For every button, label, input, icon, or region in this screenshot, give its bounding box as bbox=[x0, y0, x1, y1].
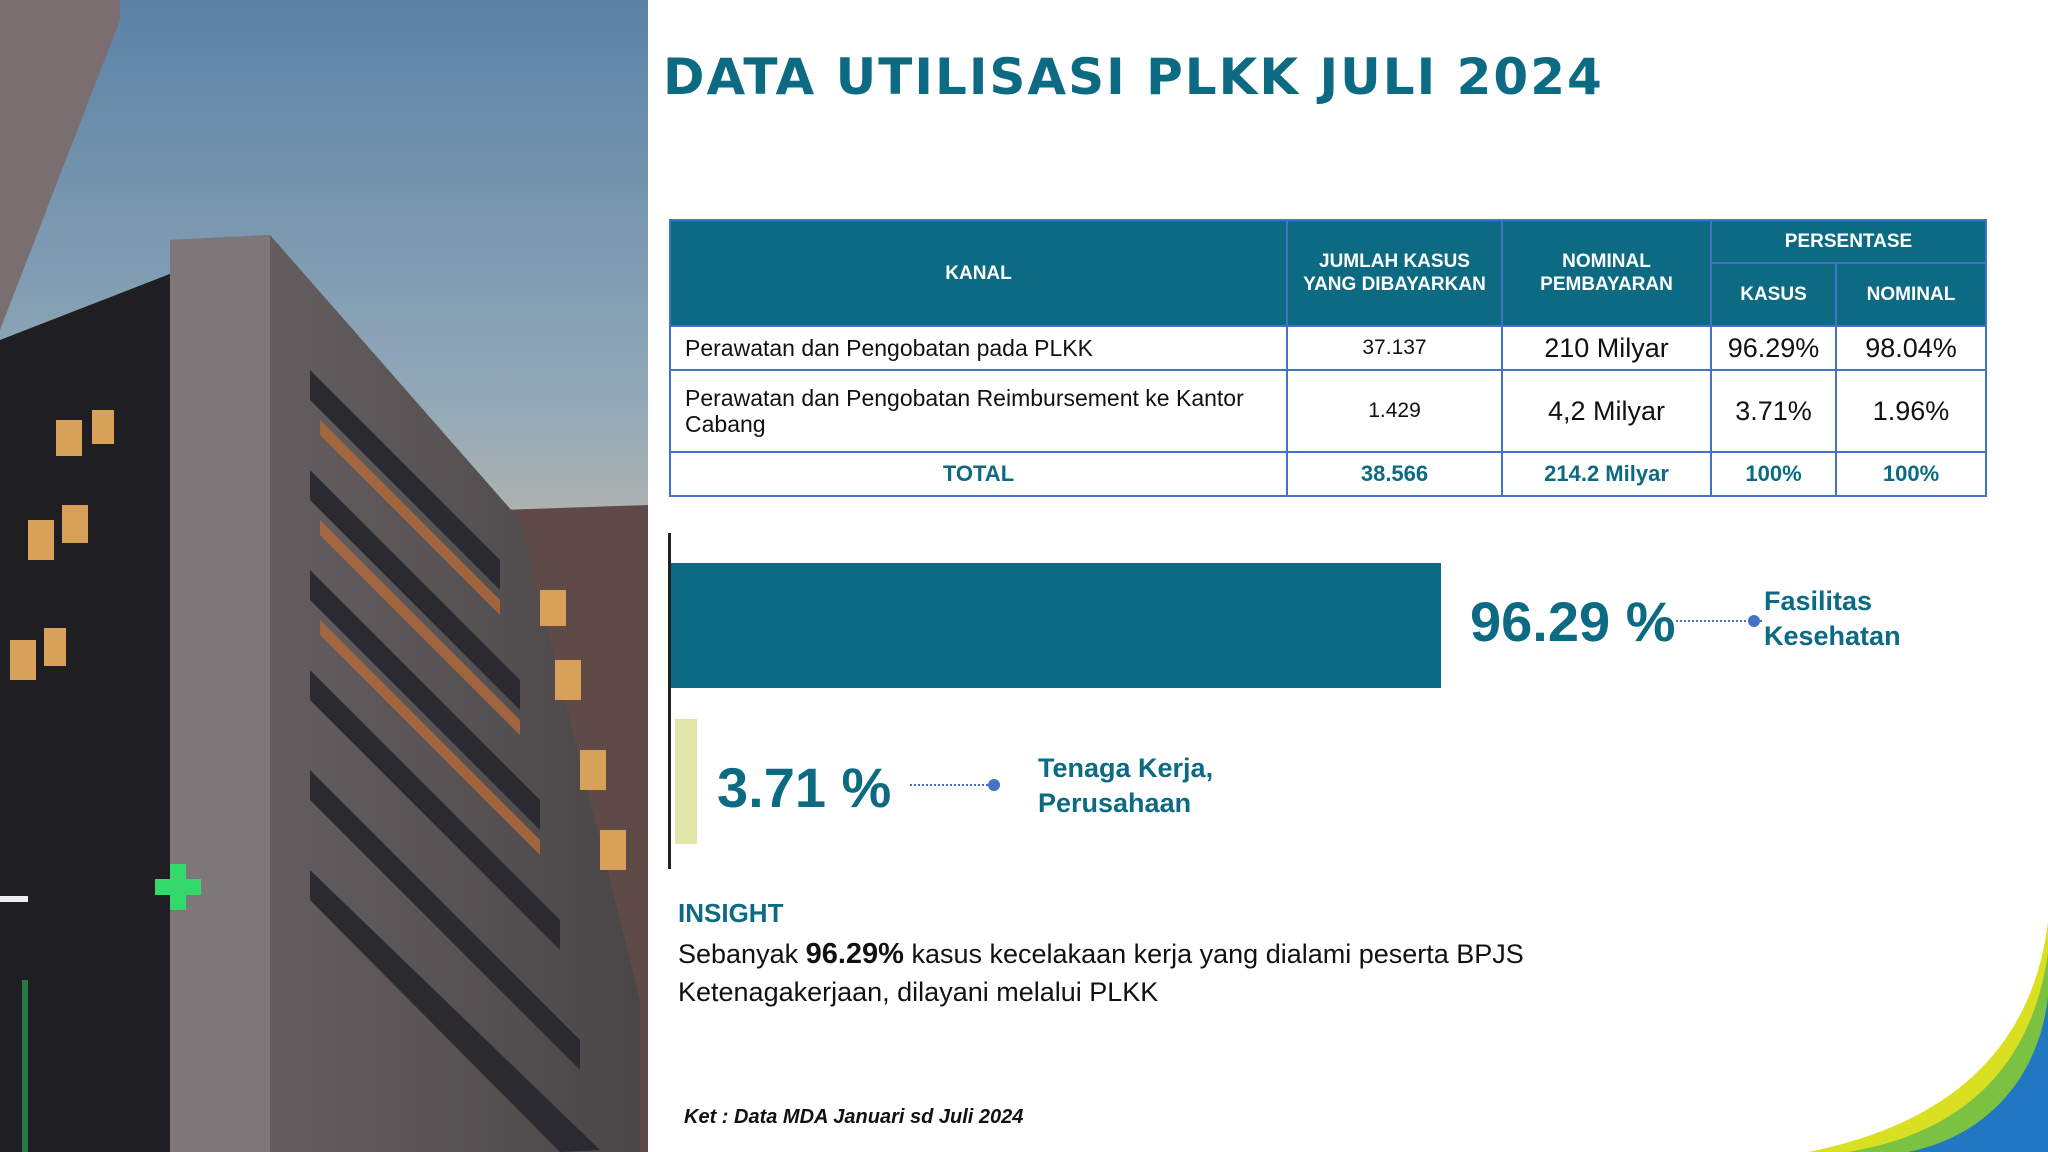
row-kasus-pct: 96.29% bbox=[1710, 325, 1837, 371]
header-kasus: KASUS bbox=[1710, 262, 1837, 327]
table-total-row: TOTAL 38.566 214.2 Milyar 100% 100% bbox=[669, 451, 1987, 497]
header-kanal: KANAL bbox=[669, 219, 1288, 327]
bar-tenaga-kerja-perusahaan bbox=[675, 719, 697, 844]
utilization-bar-chart: 96.29 % Fasilitas Kesehatan 3.71 % Tenag… bbox=[668, 533, 2048, 873]
category-label-line: Kesehatan bbox=[1764, 621, 1901, 651]
row-jumlah-kasus: 1.429 bbox=[1286, 369, 1503, 453]
category-label-tenaga-kerja-perusahaan: Tenaga Kerja, Perusahaan bbox=[1038, 751, 1258, 821]
value-label-fasilitas-kesehatan: 96.29 % bbox=[1470, 590, 1676, 653]
category-label-line: Perusahaan bbox=[1038, 788, 1192, 818]
total-label: TOTAL bbox=[669, 451, 1288, 497]
total-nominal: 214.2 Milyar bbox=[1501, 451, 1712, 497]
category-label-line: Tenaga Kerja, bbox=[1038, 753, 1214, 783]
row-kasus-pct: 3.71% bbox=[1710, 369, 1837, 453]
table-row: Perawatan dan Pengobatan pada PLKK 37.13… bbox=[669, 325, 1987, 371]
row-jumlah-kasus: 37.137 bbox=[1286, 325, 1503, 371]
row-nominal: 4,2 Milyar bbox=[1501, 369, 1712, 453]
connector-line bbox=[910, 784, 996, 786]
insight-line1-rest: kasus kecelakaan kerja yang dialami pese… bbox=[911, 939, 1524, 969]
category-label-line: Fasilitas bbox=[1764, 586, 1873, 616]
connector-dot bbox=[1748, 615, 1760, 627]
row-nominal: 210 Milyar bbox=[1501, 325, 1712, 371]
insight-heading: INSIGHT bbox=[678, 898, 784, 928]
corner-swoosh-decoration bbox=[1808, 922, 2048, 1152]
total-kasus-pct: 100% bbox=[1710, 451, 1837, 497]
row-kanal: Perawatan dan Pengobatan Reimbursement k… bbox=[669, 369, 1288, 453]
total-jumlah-kasus: 38.566 bbox=[1286, 451, 1503, 497]
row-nominal-pct: 98.04% bbox=[1835, 325, 1987, 371]
total-nominal-pct: 100% bbox=[1835, 451, 1987, 497]
header-nominal-pct: NOMINAL bbox=[1835, 262, 1987, 327]
insight-text: Sebanyak 96.29% kasus kecelakaan kerja y… bbox=[678, 935, 1578, 1011]
value-label-tenaga-kerja-perusahaan: 3.71 % bbox=[717, 756, 892, 819]
connector-line bbox=[1676, 620, 1762, 622]
header-nominal-pembayaran: NOMINAL PEMBAYARAN bbox=[1501, 219, 1712, 327]
header-jumlah-kasus: JUMLAH KASUS YANG DIBAYARKAN bbox=[1286, 219, 1503, 327]
category-label-fasilitas-kesehatan: Fasilitas Kesehatan bbox=[1764, 584, 1964, 654]
row-nominal-pct: 1.96% bbox=[1835, 369, 1987, 453]
row-kanal: Perawatan dan Pengobatan pada PLKK bbox=[669, 325, 1288, 371]
page-title: DATA UTILISASI PLKK JULI 2024 bbox=[663, 48, 1604, 106]
bar-fasilitas-kesehatan bbox=[671, 563, 1441, 688]
hospital-building-photo bbox=[0, 0, 648, 1152]
connector-dot bbox=[988, 779, 1000, 791]
header-persentase: PERSENTASE bbox=[1710, 219, 1987, 264]
chart-axis-line bbox=[668, 533, 671, 869]
utilization-table: KANAL JUMLAH KASUS YANG DIBAYARKAN NOMIN… bbox=[669, 219, 1987, 497]
insight-prefix: Sebanyak bbox=[678, 939, 799, 969]
footnote: Ket : Data MDA Januari sd Juli 2024 bbox=[684, 1106, 1024, 1128]
insight-highlight: 96.29% bbox=[805, 938, 904, 970]
table-row: Perawatan dan Pengobatan Reimbursement k… bbox=[669, 369, 1987, 453]
insight-line2: Ketenagakerjaan, dilayani melalui PLKK bbox=[678, 977, 1159, 1007]
